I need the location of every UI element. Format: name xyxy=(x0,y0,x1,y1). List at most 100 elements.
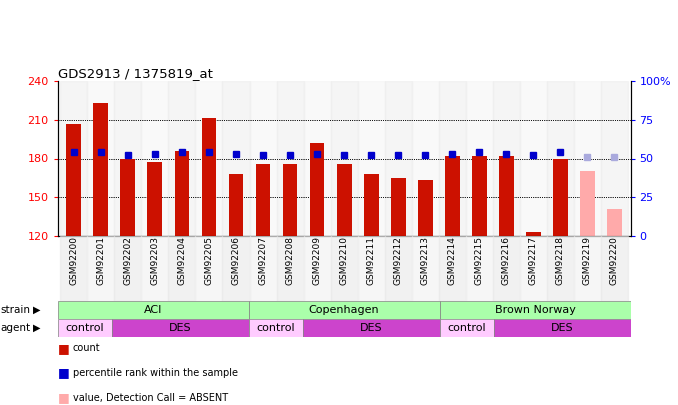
Bar xyxy=(250,81,277,236)
Bar xyxy=(201,118,216,236)
Text: GSM92203: GSM92203 xyxy=(151,236,159,285)
Bar xyxy=(222,236,250,301)
Bar xyxy=(87,81,115,236)
Bar xyxy=(384,236,412,301)
Text: GSM92212: GSM92212 xyxy=(394,236,403,285)
Text: DES: DES xyxy=(551,323,574,333)
Bar xyxy=(546,236,574,301)
Text: GSM92205: GSM92205 xyxy=(205,236,214,285)
Bar xyxy=(148,162,162,236)
Text: control: control xyxy=(256,323,295,333)
Bar xyxy=(439,81,466,236)
Bar xyxy=(277,236,304,301)
Text: agent: agent xyxy=(1,323,31,333)
Bar xyxy=(249,301,439,319)
Bar xyxy=(574,236,601,301)
Bar xyxy=(520,81,546,236)
Text: strain: strain xyxy=(1,305,31,315)
Bar xyxy=(58,319,112,337)
Bar xyxy=(60,81,87,236)
Bar xyxy=(331,81,357,236)
Text: ▶: ▶ xyxy=(33,323,40,333)
Text: GSM92208: GSM92208 xyxy=(285,236,294,285)
Bar xyxy=(445,156,460,236)
Text: ■: ■ xyxy=(58,342,69,355)
Text: control: control xyxy=(447,323,486,333)
Bar xyxy=(499,156,514,236)
Text: control: control xyxy=(66,323,104,333)
Text: GSM92216: GSM92216 xyxy=(502,236,511,285)
Bar xyxy=(195,236,222,301)
Bar xyxy=(304,81,331,236)
Bar xyxy=(363,174,378,236)
Bar xyxy=(472,156,487,236)
Bar xyxy=(601,236,628,301)
Text: GSM92215: GSM92215 xyxy=(475,236,483,285)
Text: count: count xyxy=(73,343,100,353)
Text: GSM92219: GSM92219 xyxy=(583,236,592,285)
Bar xyxy=(574,81,601,236)
Bar xyxy=(412,81,439,236)
Bar xyxy=(174,151,189,236)
Bar xyxy=(228,174,243,236)
Bar xyxy=(168,81,195,236)
Text: GSM92200: GSM92200 xyxy=(69,236,79,285)
Bar xyxy=(580,171,595,236)
Text: GSM92207: GSM92207 xyxy=(258,236,268,285)
Bar xyxy=(412,236,439,301)
Text: GSM92213: GSM92213 xyxy=(420,236,430,285)
Bar xyxy=(249,319,303,337)
Text: GSM92202: GSM92202 xyxy=(123,236,132,285)
Text: GSM92220: GSM92220 xyxy=(610,236,619,285)
Bar xyxy=(168,236,195,301)
Text: Brown Norway: Brown Norway xyxy=(495,305,576,315)
Text: GSM92209: GSM92209 xyxy=(313,236,321,285)
Text: ▶: ▶ xyxy=(33,305,40,315)
Bar xyxy=(418,181,433,236)
Bar xyxy=(87,236,115,301)
Bar xyxy=(250,236,277,301)
Text: DES: DES xyxy=(169,323,192,333)
Text: GSM92210: GSM92210 xyxy=(340,236,348,285)
Bar xyxy=(142,236,168,301)
Bar xyxy=(391,178,405,236)
Bar xyxy=(256,164,271,236)
Text: DES: DES xyxy=(360,323,382,333)
Bar xyxy=(466,81,493,236)
Bar xyxy=(553,158,567,236)
Bar xyxy=(494,319,631,337)
Bar xyxy=(357,236,384,301)
Bar xyxy=(277,81,304,236)
Text: percentile rank within the sample: percentile rank within the sample xyxy=(73,368,237,378)
Bar xyxy=(546,81,574,236)
Bar xyxy=(357,81,384,236)
Text: ■: ■ xyxy=(58,367,69,379)
Bar xyxy=(493,236,520,301)
Bar xyxy=(283,164,298,236)
Bar xyxy=(466,236,493,301)
Bar xyxy=(121,158,136,236)
Bar xyxy=(303,319,439,337)
Text: GSM92201: GSM92201 xyxy=(96,236,105,285)
Bar xyxy=(439,236,466,301)
Text: Copenhagen: Copenhagen xyxy=(308,305,380,315)
Text: GDS2913 / 1375819_at: GDS2913 / 1375819_at xyxy=(58,67,212,80)
Bar xyxy=(607,209,622,236)
Bar xyxy=(526,232,540,236)
Bar xyxy=(601,81,628,236)
Text: GSM92211: GSM92211 xyxy=(367,236,376,285)
Text: GSM92217: GSM92217 xyxy=(529,236,538,285)
Text: GSM92206: GSM92206 xyxy=(231,236,241,285)
Bar xyxy=(195,81,222,236)
Text: ■: ■ xyxy=(58,391,69,404)
Text: value, Detection Call = ABSENT: value, Detection Call = ABSENT xyxy=(73,393,228,403)
Bar xyxy=(115,236,142,301)
Bar xyxy=(337,164,351,236)
Bar xyxy=(94,103,108,236)
Bar xyxy=(58,301,249,319)
Bar xyxy=(439,301,631,319)
Bar xyxy=(310,143,325,236)
Bar xyxy=(60,236,87,301)
Bar xyxy=(493,81,520,236)
Bar xyxy=(331,236,357,301)
